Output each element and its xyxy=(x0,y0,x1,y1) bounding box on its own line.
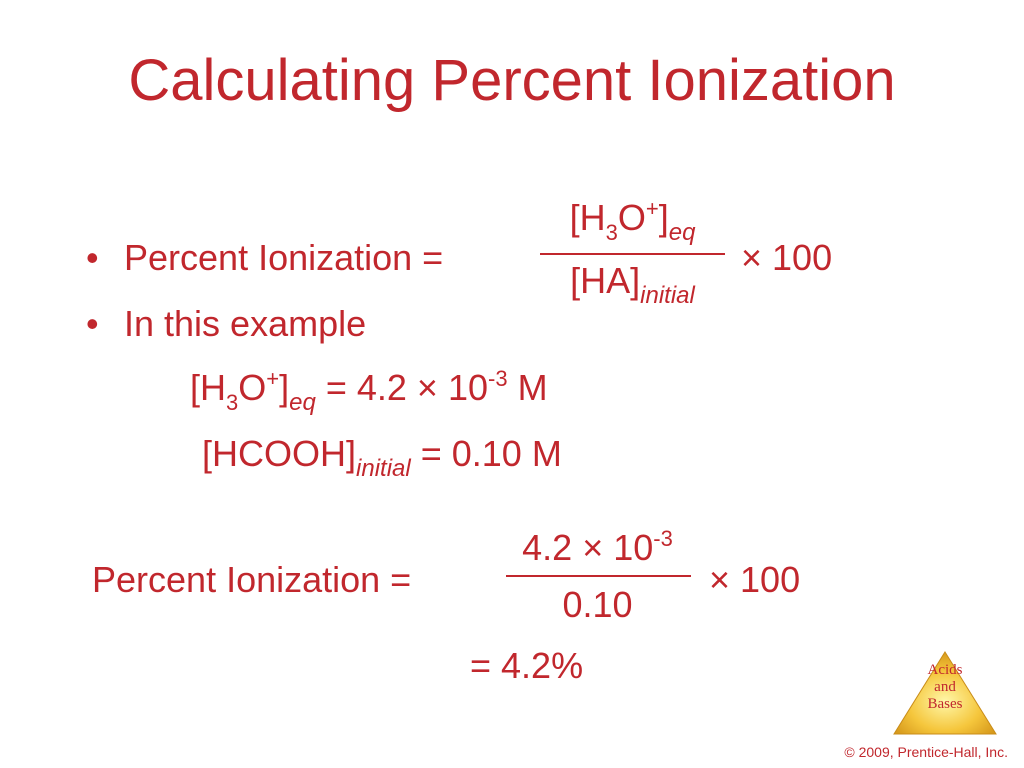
h3o-open: [H xyxy=(190,367,226,408)
logo-line-1: Acids xyxy=(927,662,963,678)
h3o-exponent: -3 xyxy=(488,366,508,391)
bullet-percent-ionization: • Percent Ionization = xyxy=(86,240,443,276)
logo-line-2: and xyxy=(934,679,956,695)
h3o-oxygen: O xyxy=(238,367,267,408)
numerator-superscript: + xyxy=(645,196,659,221)
denominator-suffix: initial xyxy=(640,282,695,309)
numerator-close: ] xyxy=(658,197,669,238)
calc-numerator-text: 4.2 × 10 xyxy=(522,527,654,568)
h3o-unit: M xyxy=(507,367,548,408)
bullet-dot: • xyxy=(86,237,99,278)
fraction-bar xyxy=(540,253,725,255)
example-hcooh-line: [HCOOH]initial = 0.10 M xyxy=(202,433,562,481)
fraction-numerator: [H3O+]eq xyxy=(540,197,725,245)
h3o-value: = 4.2 × 10 xyxy=(325,367,488,408)
h3o-close: ] xyxy=(279,367,290,408)
calc-fraction-bar xyxy=(506,575,691,577)
acids-bases-logo: Acids and Bases xyxy=(890,650,1000,738)
triangle-icon xyxy=(893,651,997,735)
bullet-label: In this example xyxy=(124,303,367,344)
slide-title: Calculating Percent Ionization xyxy=(128,48,896,113)
bullet-label: Percent Ionization = xyxy=(124,237,444,278)
h3o-subscript: 3 xyxy=(226,390,239,415)
example-h3o-line: [H3O+]eq = 4.2 × 10-3 M xyxy=(190,367,548,415)
bullet-dot: • xyxy=(86,303,99,344)
logo-text: Acids and Bases xyxy=(890,662,1000,713)
calc-numerator: 4.2 × 10-3 xyxy=(500,527,695,568)
hcooh-suffix: initial xyxy=(356,455,411,482)
hcooh-value: = 0.10 M xyxy=(420,433,562,474)
h3o-superscript: + xyxy=(266,366,280,391)
bullet-example: • In this example xyxy=(86,306,366,342)
h3o-suffix: eq xyxy=(289,389,316,416)
numerator-open: [H xyxy=(569,197,606,238)
calc-result: = 4.2% xyxy=(470,645,584,686)
numerator-oxygen: O xyxy=(617,197,646,238)
fraction-denominator: [HA]initial xyxy=(540,260,725,308)
logo-line-3: Bases xyxy=(927,696,963,712)
calc-numerator-exponent: -3 xyxy=(653,526,673,551)
hcooh-text: [HCOOH] xyxy=(202,433,357,474)
calc-multiplier: × 100 xyxy=(709,559,801,600)
copyright-footer: © 2009, Prentice-Hall, Inc. xyxy=(844,744,1008,760)
multiplier: × 100 xyxy=(741,237,833,278)
numerator-suffix: eq xyxy=(668,219,696,246)
numerator-subscript: 3 xyxy=(605,220,618,245)
calc-denominator: 0.10 xyxy=(562,584,633,625)
denominator-text: [HA] xyxy=(570,260,641,301)
calc-label: Percent Ionization = xyxy=(92,559,412,600)
